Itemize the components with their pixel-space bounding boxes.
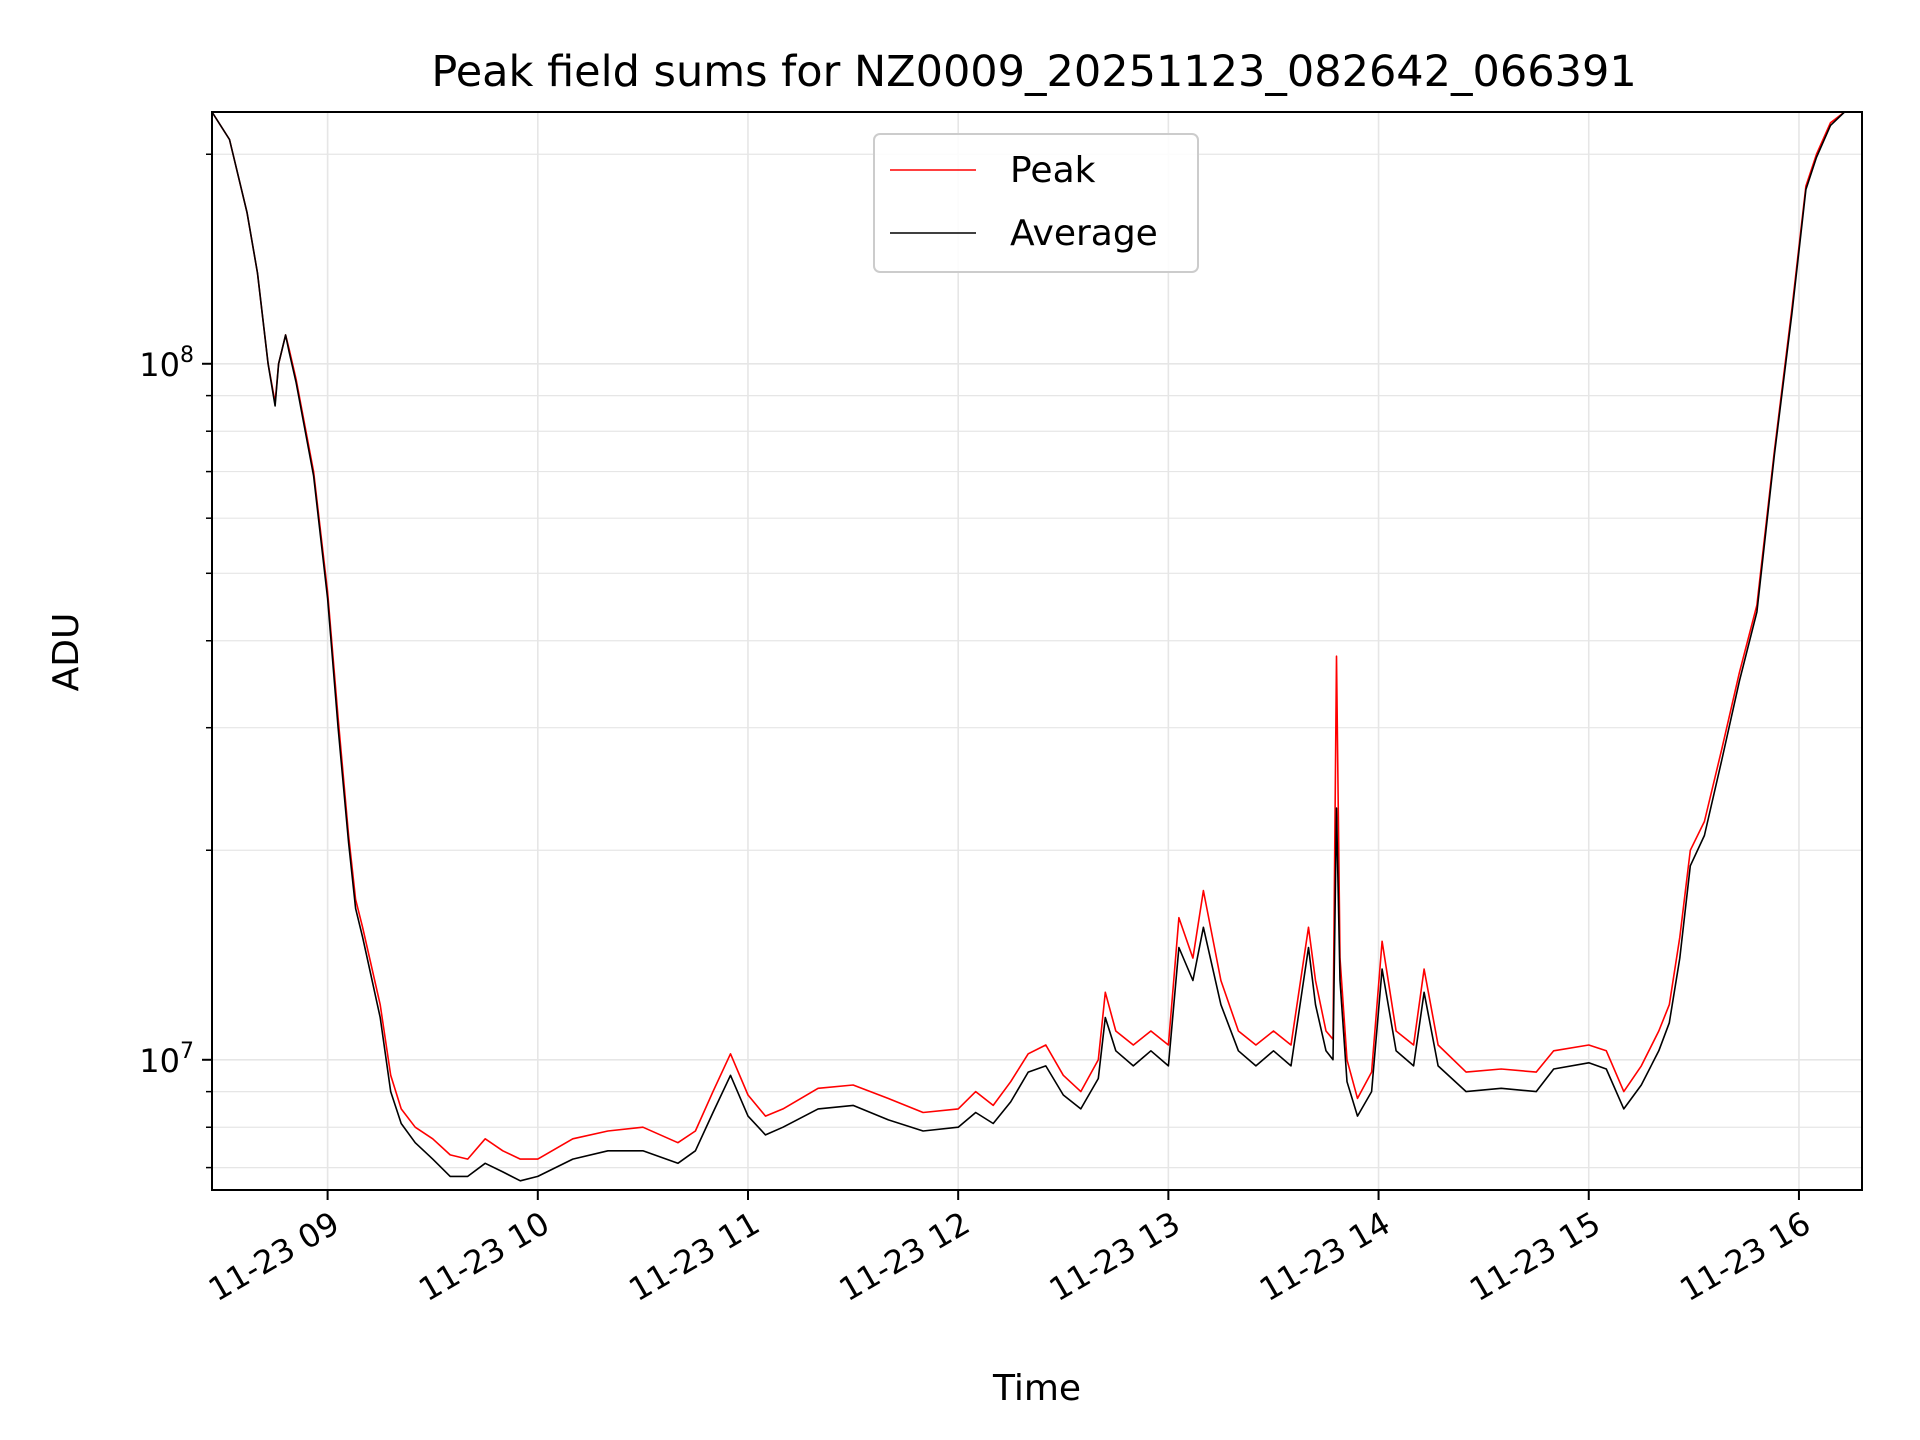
y-axis-label: ADU	[46, 613, 87, 692]
series-layer	[211, 111, 1846, 1182]
x-axis-label: Time	[992, 1368, 1081, 1409]
legend-label-average: Average	[1010, 213, 1158, 254]
y-axis: 107 108	[139, 153, 212, 1169]
chart-title: Peak field sums for NZ0009_20251123_0826…	[431, 47, 1636, 97]
legend-box	[873, 133, 1199, 273]
plot-area-frame	[211, 111, 1863, 1191]
legend: Peak Average	[873, 133, 1199, 273]
y-tick-label: 108	[139, 343, 194, 384]
series-line-peak	[211, 111, 1845, 1160]
legend-label-peak: Peak	[1010, 150, 1096, 191]
series-line-average	[211, 111, 1846, 1182]
y-tick-label: 107	[139, 1039, 194, 1080]
